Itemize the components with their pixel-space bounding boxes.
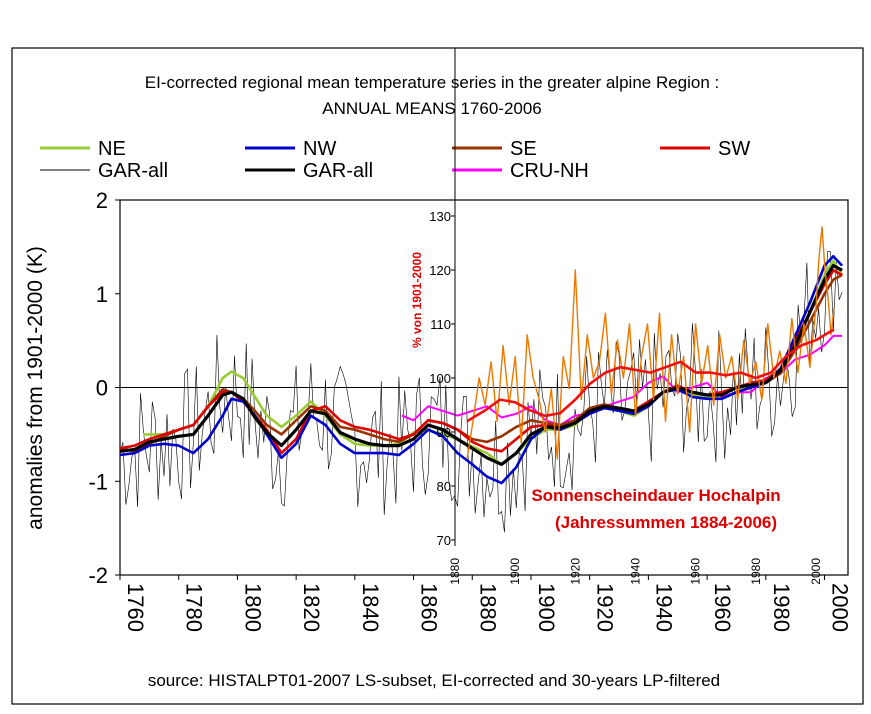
inset-title: Sonnenscheindauer Hochalpin [531,486,780,505]
main-plot: -2 -1 0 1 2 1760 1780 1800 1820 1840 1860 1880 1900 1… [88,188,852,632]
x-tick-label: 1840 [358,583,383,632]
inset-y-tick-label: 90 [437,425,451,440]
y-tick-label: 1 [96,282,108,307]
inset-y-tick-label: 120 [429,263,451,278]
series-sw [119,268,843,455]
inset-x-tick-label: 1980 [749,558,763,585]
inset-y-tick-label: 130 [429,209,451,224]
y-tick-label: -2 [88,563,108,588]
x-tick-label: 1880 [475,583,500,632]
inset-x-tick-label: 2000 [809,558,823,585]
series-gar-all-thick [119,264,843,466]
legend-label-gar-all: GAR-all [303,160,373,182]
inset-series-smoothed [466,328,835,423]
x-tick-label: 1780 [182,583,207,632]
inset-y-tick-label: 70 [437,533,451,548]
legend-label-ne: NE [98,138,126,160]
legend-label-nw: NW [303,138,336,160]
inset-series-annual [466,226,835,460]
x-tick-label: 1820 [299,583,324,632]
y-tick-label: 0 [96,376,108,401]
inset-x-tick-label: 1960 [689,558,703,585]
chart-subtitle: ANNUAL MEANS 1760-2006 [322,99,542,118]
series-se [119,273,843,453]
x-tick-label: 1900 [534,583,559,632]
legend-label-cru-nh: CRU-NH [510,160,589,182]
y-tick-label: -1 [88,469,108,494]
x-tick-label: 1980 [769,583,794,632]
inset-y-tick-label: 80 [437,479,451,494]
series-nw [119,254,844,485]
inset-x-tick-label: 1880 [448,558,462,585]
x-tick-label: 1860 [417,583,442,632]
x-tick-label: 1800 [240,583,265,632]
x-tick-label: 1940 [651,583,676,632]
inset-y-tick-label: 100 [429,371,451,386]
inset-x-tick-label: 1920 [568,558,582,585]
y-tick-label: 2 [96,188,108,213]
y-axis-label: anomalies from 1901-2000 (K) [24,246,47,530]
inset-subtitle: (Jahressummen 1884-2006) [555,513,777,532]
series-ne [143,259,844,466]
x-tick-label: 1920 [593,583,618,632]
inset-y-tick-label: 110 [430,317,451,332]
legend-label-sw: SW [718,138,750,160]
chart-title: EI-corrected regional mean temperature s… [145,73,720,92]
inset-x-tick-label: 1900 [508,558,522,585]
legend-label-se: SE [510,138,537,160]
inset-y-axis-label: % von 1901-2000 [410,252,424,348]
x-tick-label: 2000 [828,583,853,632]
figure-border [11,47,864,705]
inset-plot: 70 80 90 100 110 120 130 1880 1900 1920 1940 1960 19… [429,48,835,585]
legend-label-gar-all: GAR-all [98,160,168,182]
inset-x-tick-label: 1940 [628,558,642,585]
legend: NE NW SE SW GAR-all GAR-all CRU-NH [40,138,750,182]
x-tick-label: 1760 [123,583,148,632]
x-tick-label: 1960 [710,583,735,632]
source-note: source: HISTALPT01-2007 LS-subset, EI-co… [148,671,720,690]
